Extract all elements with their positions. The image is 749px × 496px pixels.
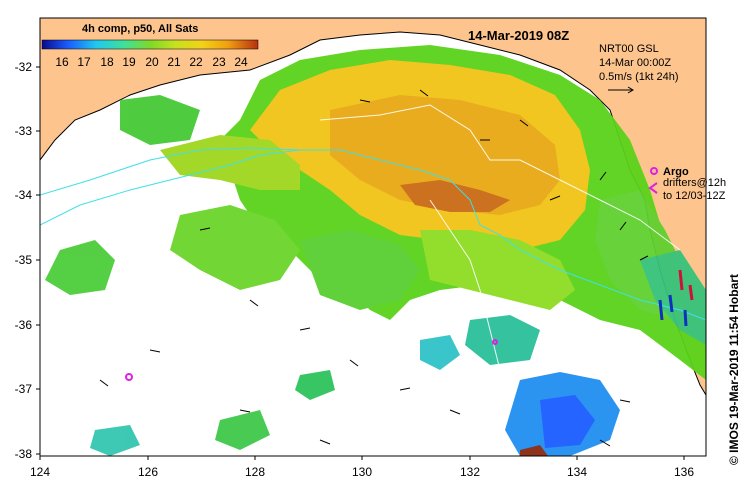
lat-label: -32: [15, 60, 33, 74]
contour-line: [40, 149, 706, 321]
lon-label: 134: [567, 465, 587, 479]
colorbar-tick: 21: [167, 55, 181, 69]
currents-scale: 0.5m/s (1kt 24h): [599, 71, 678, 83]
lon-label: 126: [138, 465, 158, 479]
lat-label: -38: [15, 447, 33, 461]
drifter-marker-icon: [648, 182, 658, 194]
colorbar-tick: 17: [77, 55, 91, 69]
colorbar-tick: 16: [55, 55, 69, 69]
drifter-tracks: [658, 269, 694, 327]
currents-source: NRT00 GSL: [599, 43, 659, 55]
lat-label: -33: [15, 124, 33, 138]
lat-label: -37: [15, 382, 33, 396]
lon-axis: 124 126 128 130 132 134 136: [30, 456, 694, 479]
lat-label: -35: [15, 253, 33, 267]
colorbar-gradient: [41, 39, 259, 50]
argo-drifter-legend: Argo drifters@12h to 12/03-12Z: [648, 166, 726, 202]
colorbar-tick: 19: [122, 55, 136, 69]
argo-label: Argo: [663, 166, 689, 178]
argo-marker-icon: [650, 167, 658, 175]
product-title: 4h comp, p50, All Sats: [82, 23, 198, 35]
colorbar-tick: 20: [145, 55, 159, 69]
colorbar-tick: 22: [189, 55, 203, 69]
drifters-line1: drifters@12h: [663, 177, 726, 189]
current-vectors: [99, 89, 649, 447]
argo-floats: [125, 339, 498, 381]
map-date: 14-Mar-2019 08Z: [468, 28, 569, 43]
currents-time: 14-Mar 00:00Z: [599, 57, 671, 69]
colorbar-legend: 4h comp, p50, All Sats 16 17 18 19 20 21…: [41, 23, 259, 69]
currents-info: NRT00 GSL 14-Mar 00:00Z 0.5m/s (1kt 24h): [599, 43, 678, 94]
imos-credit: © IMOS 19-Mar-2019 11:54 Hobart: [727, 274, 741, 465]
plot-frame: [39, 17, 707, 457]
lat-label: -36: [15, 318, 33, 332]
lon-label: 130: [352, 465, 372, 479]
drifters-line2: to 12/03-12Z: [663, 190, 726, 202]
lon-label: 136: [674, 465, 694, 479]
lat-axis: -32 -33 -34 -35 -36 -37 -38: [15, 60, 40, 461]
lat-label: -34: [15, 188, 33, 202]
lon-label: 128: [245, 465, 265, 479]
lon-label: 132: [460, 465, 480, 479]
colorbar-tick: 23: [212, 55, 226, 69]
lon-label: 124: [30, 465, 50, 479]
colorbar-tick: 18: [100, 55, 114, 69]
colorbar-tick: 24: [234, 55, 248, 69]
